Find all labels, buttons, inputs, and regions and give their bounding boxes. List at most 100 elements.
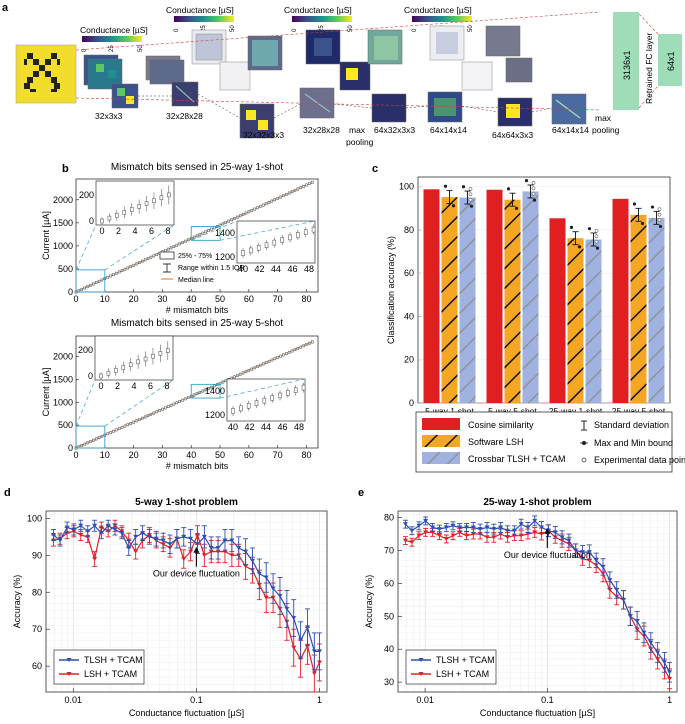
panel-b-box-0-57 — [238, 214, 242, 218]
pool-label-2b: pooling — [592, 125, 620, 135]
panel-b-box-1-16 — [120, 425, 124, 429]
panel-c-xtick-label: 5-way 1-shot — [425, 406, 474, 416]
panel-b-inset1-link-a-0 — [75, 224, 97, 271]
panel-b-box-1-69 — [273, 357, 277, 361]
panel-b-box-0-71 — [279, 195, 282, 199]
panel-b-inset1-ytick: 0 — [88, 371, 93, 381]
ytick-label: 70 — [32, 624, 42, 634]
panel-c-ytick-label: 40 — [404, 311, 414, 321]
panel-b-box-0-18 — [126, 266, 130, 270]
panel-label-e: e — [358, 487, 364, 499]
colorbar-1: Conductance [µS] 0 25 50 — [80, 25, 148, 52]
panel-b-box-0-82 — [310, 180, 314, 184]
panel-b-ytick-label: 1500 — [53, 218, 73, 228]
panel-label-a: a — [2, 2, 9, 14]
legend-label-std: Standard deviation — [594, 420, 669, 430]
panel-b-inset1-xtick: 0 — [98, 381, 103, 391]
xtick-label: 0.01 — [416, 695, 434, 705]
panel-b-box-1-9 — [100, 434, 104, 438]
min-marker-2-2 — [595, 246, 600, 250]
panel-b-box-0-16 — [120, 269, 124, 273]
panel-b-box-0-5 — [89, 283, 92, 287]
panel-b-box-0-80 — [305, 183, 308, 187]
chart-title-2: 25-way 1-shot problem — [483, 497, 591, 508]
max-marker-1-0 — [443, 184, 448, 188]
panel-b-box-0-39 — [187, 238, 190, 242]
marker-1-0 — [50, 533, 56, 538]
max-marker-2-3 — [650, 205, 655, 209]
panel-b-title-0: Mismatch bits sensed in 25-way 1-shot — [111, 162, 284, 173]
ytick-label: 100 — [27, 513, 42, 523]
panel-b-box-1-64 — [259, 363, 262, 367]
colorbar-title-4: Conductance [µS] — [404, 5, 472, 15]
panel-b-box-1-37 — [181, 398, 184, 402]
panel-c-ylabel: Classification accuracy (%) — [386, 236, 396, 344]
panel-b-box-0-38 — [184, 239, 187, 243]
panel-b-box-1-41 — [192, 393, 196, 397]
panel-b-box-1-28 — [155, 410, 158, 414]
panel-b-box-1-78 — [299, 345, 302, 349]
panel-b-inset2-box — [288, 234, 292, 241]
chart-legend-frame-1 — [53, 649, 145, 685]
pool-label-1: max — [349, 125, 366, 135]
panel-b-box-1-13 — [112, 429, 115, 433]
panel-e-25way-line-chart: 25-way 1-shot problem 0.01 0.1 1 30 40 50 60 70 8… — [364, 497, 678, 718]
panel-b-box-1-31 — [164, 406, 167, 410]
panel-b-inset1-box — [159, 195, 164, 201]
legend-label-2: Crossbar TLSH + TCAM — [468, 454, 565, 464]
panel-b-box-1-39 — [187, 396, 190, 399]
panel-b-box-1-33 — [169, 403, 173, 407]
panel-b-box-1-59 — [244, 370, 248, 374]
bar-1-0 — [441, 197, 458, 403]
max-marker-2-0 — [461, 185, 466, 189]
panel-b-box-0-61 — [250, 209, 253, 212]
panel-b-box-1-74 — [287, 350, 291, 354]
panel-b-ytick-label: 1000 — [53, 241, 73, 251]
panel-c-ytick-label: 0 — [409, 398, 414, 408]
panel-b-ylabel-1: Current [µA] — [41, 368, 51, 417]
colorbar-tick-1b: 25 — [109, 45, 115, 52]
feature-block-3 — [367, 29, 463, 123]
bar-0-1 — [486, 189, 503, 403]
panel-b-box-1-18 — [126, 423, 130, 427]
panel-b-ytick-label: 500 — [58, 264, 73, 274]
annotation-arrowhead-1 — [193, 546, 200, 553]
feature-block-1 — [145, 55, 199, 107]
panel-b-box-1-77 — [296, 346, 300, 350]
panel-b-zoom-box-1-0 — [75, 269, 106, 293]
legend-marker-1-1 — [66, 672, 72, 676]
min-marker-2-0 — [469, 204, 474, 208]
exp-point-3-1 — [657, 212, 662, 217]
panel-b-legend-range: Range within 1.5 IQR — [178, 265, 245, 272]
panel-b-xtick-label: 70 — [273, 294, 283, 304]
legend-swatch-2 — [422, 452, 460, 464]
panel-b-inset1-box — [121, 365, 126, 370]
panel-b-box-0-62 — [253, 207, 256, 211]
panel-b-box-0-63 — [256, 206, 259, 210]
panel-b-box-0-59 — [244, 211, 248, 215]
panel-b-box-0-67 — [267, 200, 271, 204]
kernel-block-3 — [305, 29, 407, 123]
panel-b-legend-median: Median line — [178, 277, 214, 284]
panel-b-box-0-42 — [195, 234, 199, 238]
panel-b-box-1-62 — [253, 366, 256, 370]
xlabel-2: Conductance fluctuation [µS] — [480, 708, 595, 718]
panel-b-box-0-56 — [236, 215, 239, 219]
marker-1-0 — [317, 649, 323, 654]
pool-label-1b: pooling — [346, 137, 374, 147]
exp-point-1-0 — [531, 180, 536, 185]
panel-b-inset1-xtick: 8 — [165, 226, 170, 236]
chart-title-1: 5-way 1-shot problem — [135, 497, 238, 508]
panel-b-xtick-label: 60 — [244, 450, 254, 460]
fc-layers: 3136x1 Retrained FC layer 64x1 — [613, 12, 682, 110]
panel-b-inset2-xtick: 48 — [294, 422, 304, 432]
stage-label-7: 64x64x3x3 — [492, 130, 533, 140]
panel-b-zoom-box-2-0 — [190, 226, 221, 241]
panel-b-inset1-box — [144, 201, 149, 206]
panel-b-box-1-70 — [276, 356, 279, 359]
ytick-label: 90 — [32, 550, 42, 560]
panel-b-box-1-7 — [94, 437, 98, 441]
panel-b-inset2-link-a-1 — [219, 378, 306, 399]
panel-b-inset1-box — [152, 198, 156, 203]
panel-b-inset1-box — [106, 370, 111, 376]
